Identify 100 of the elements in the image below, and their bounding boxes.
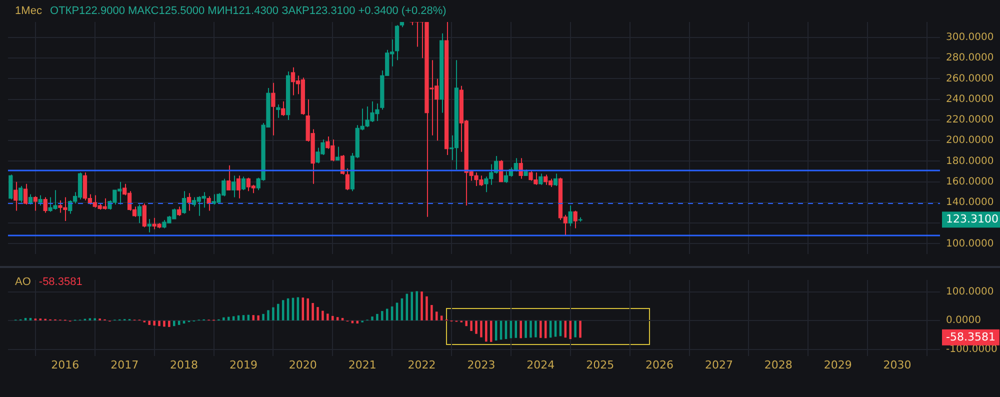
bar xyxy=(262,314,264,320)
bar xyxy=(322,310,324,320)
bar xyxy=(569,320,572,340)
bar xyxy=(376,314,378,320)
bar xyxy=(465,320,468,326)
candlestick xyxy=(538,173,543,186)
x-tick-label: 2029 xyxy=(824,358,852,372)
bar xyxy=(232,316,235,320)
chart-subtitle: ОТКР122.9000 МАКС125.5000 МИН121.4300 ЗАКР123.3100 +0.3400 (+0.28%) xyxy=(50,5,446,17)
x-tick-label: 2027 xyxy=(704,358,733,372)
x-tick-label: 2026 xyxy=(646,358,674,372)
bar xyxy=(316,307,319,320)
bar xyxy=(396,302,398,320)
bar xyxy=(341,318,344,320)
candlestick xyxy=(236,175,241,199)
bar xyxy=(312,302,314,320)
bar xyxy=(520,320,522,338)
bar xyxy=(336,317,339,320)
candlestick xyxy=(226,164,231,191)
candlestick xyxy=(43,196,48,214)
x-tick-label: 2022 xyxy=(408,358,436,372)
y-tick-label: 100.0000 xyxy=(946,286,994,298)
x-tick-label: 2018 xyxy=(170,358,198,372)
x-tick-label: 2024 xyxy=(526,358,555,372)
x-tick-label: 2030 xyxy=(883,358,912,372)
y-tick-label: 140.0000 xyxy=(946,197,994,208)
x-tick-label: 2017 xyxy=(110,358,139,372)
candlestick xyxy=(340,154,345,176)
bar xyxy=(475,320,478,334)
bar xyxy=(331,316,334,320)
bar xyxy=(296,297,300,320)
y-tick-label: 240.0000 xyxy=(946,94,994,105)
bar xyxy=(371,316,374,320)
candlestick xyxy=(177,206,182,216)
bar xyxy=(29,318,32,320)
bar xyxy=(168,320,170,327)
candlestick xyxy=(573,210,578,229)
bar xyxy=(153,320,156,326)
bar xyxy=(416,291,418,320)
candlestick xyxy=(186,192,192,212)
y-tick-label: 0.0000 xyxy=(946,315,981,326)
candlestick xyxy=(38,194,42,206)
candlestick xyxy=(281,100,286,116)
bar xyxy=(540,320,542,338)
bar xyxy=(485,320,488,342)
x-tick-label: 2028 xyxy=(764,358,792,372)
candlestick xyxy=(553,173,558,186)
x-tick-label: 2019 xyxy=(229,358,258,372)
bar xyxy=(381,311,384,320)
candlestick xyxy=(18,185,23,203)
bar xyxy=(420,291,423,320)
bar xyxy=(242,315,245,320)
candlestick xyxy=(271,82,276,136)
bar xyxy=(574,320,576,338)
y-tick-label: 280.0000 xyxy=(946,52,994,64)
bar xyxy=(326,314,329,320)
bar xyxy=(579,320,582,338)
bar xyxy=(410,292,414,320)
bar xyxy=(163,320,166,327)
y-tick-label: 300.0000 xyxy=(946,32,994,44)
chart-title: AO xyxy=(15,276,31,288)
candlestick xyxy=(23,183,28,206)
candlestick xyxy=(8,174,13,200)
candlestick xyxy=(142,202,146,228)
x-tick-label: 2020 xyxy=(288,358,317,372)
bar xyxy=(440,316,443,320)
y-tick-label: 100.0000 xyxy=(946,238,994,250)
bar xyxy=(24,318,27,320)
x-tick-label: 2016 xyxy=(51,358,80,372)
y-tick-label: 160.0000 xyxy=(946,176,994,188)
bar xyxy=(386,308,388,320)
y-tick-label: 180.0000 xyxy=(946,156,994,167)
x-tick-label: 2021 xyxy=(348,358,376,372)
candlestick xyxy=(182,190,186,214)
chart-subtitle: -58.3581 xyxy=(38,276,82,288)
bar xyxy=(430,305,433,320)
bar xyxy=(158,320,160,326)
candlestick xyxy=(241,176,246,191)
bar xyxy=(524,320,527,338)
candlestick xyxy=(568,205,572,227)
bar xyxy=(426,296,428,320)
text: 123.3100 xyxy=(946,212,998,226)
candlestick xyxy=(345,168,350,191)
x-tick-label: 2023 xyxy=(467,358,496,372)
candlestick xyxy=(33,196,38,212)
x-tick-label: 2025 xyxy=(586,358,614,372)
y-tick-label: 220.0000 xyxy=(946,114,994,126)
chart-title: 1Мес xyxy=(15,5,42,17)
bar xyxy=(534,320,537,338)
bar xyxy=(267,310,270,320)
bar xyxy=(470,320,472,331)
y-tick-label: 260.0000 xyxy=(946,73,994,84)
bar xyxy=(480,320,482,338)
y-tick-label: -100.0000 xyxy=(946,344,998,355)
bar xyxy=(222,317,225,320)
bar xyxy=(277,304,280,320)
bar xyxy=(530,320,532,338)
candlestick xyxy=(231,175,236,198)
bar xyxy=(272,307,274,320)
candlestick xyxy=(14,181,18,212)
